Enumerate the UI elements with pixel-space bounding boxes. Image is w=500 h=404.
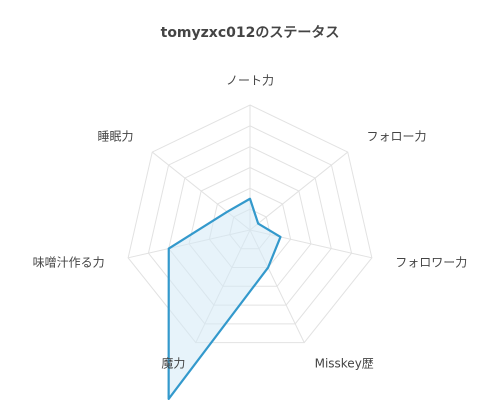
chart-title: tomyzxc012のステータス (160, 25, 340, 41)
series-area (167, 197, 282, 401)
axis-label: 味噌汁作る力 (33, 256, 105, 270)
grid-spoke (249, 151, 349, 231)
axis-label: フォロワー力 (395, 256, 467, 270)
axis-label: 魔力 (161, 356, 185, 371)
grid-ring (127, 104, 373, 344)
grid-ring (147, 125, 353, 325)
axis-label: 睡眠力 (97, 130, 133, 144)
axis-label: ノート力 (226, 74, 274, 88)
grid-ring (168, 146, 332, 306)
axis-label: フォロー力 (367, 130, 427, 144)
axis-label: Misskey歴 (315, 357, 374, 371)
